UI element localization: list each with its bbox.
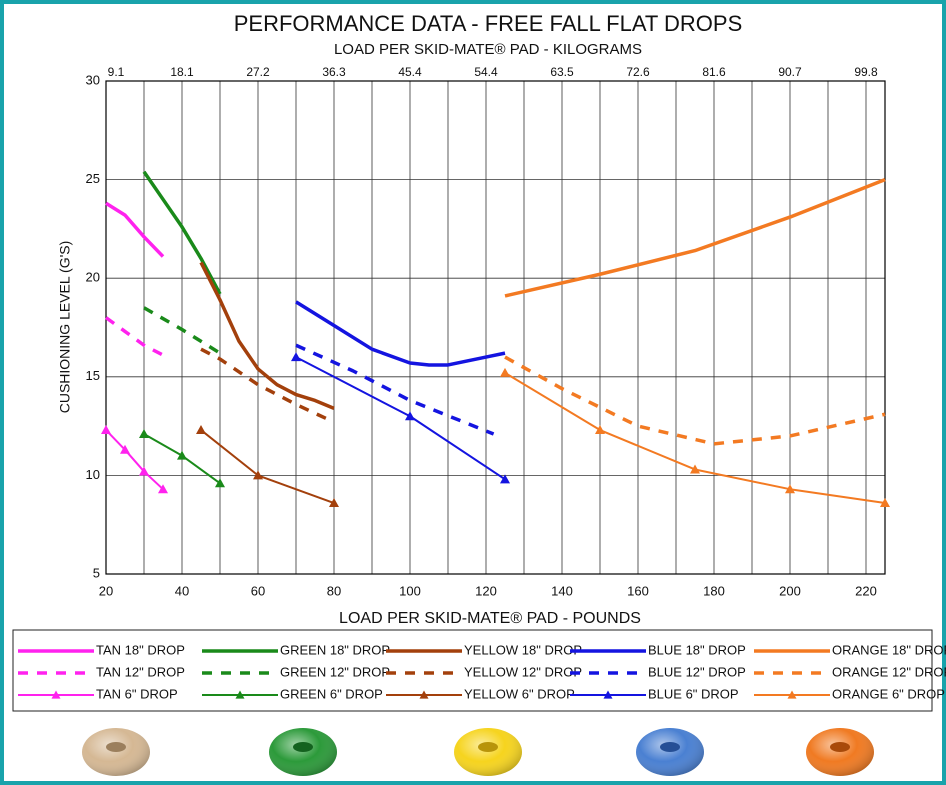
green-pad	[269, 728, 337, 776]
x-tick-label: 140	[551, 583, 573, 598]
legend-label: BLUE 6" DROP	[648, 686, 739, 701]
orange-pad	[806, 728, 874, 776]
blue-pad	[636, 728, 704, 776]
point-marker	[139, 429, 149, 438]
y-tick-label: 30	[86, 72, 100, 87]
legend-label: GREEN 12" DROP	[280, 664, 390, 679]
chart-title: PERFORMANCE DATA - FREE FALL FLAT DROPS	[234, 11, 743, 36]
x-tick-label: 20	[99, 583, 113, 598]
x2-tick-label: 54.4	[474, 65, 498, 79]
x2-axis-label: LOAD PER SKID-MATE® PAD - KILOGRAMS	[334, 41, 642, 58]
x2-tick-label: 27.2	[246, 65, 270, 79]
legend-label: ORANGE 12" DROP	[832, 664, 946, 679]
y-tick-label: 20	[86, 270, 100, 285]
x2-tick-label: 9.1	[108, 65, 125, 79]
y-tick-label: 15	[86, 368, 100, 383]
legend-label: BLUE 18" DROP	[648, 642, 746, 657]
tan-pad	[82, 728, 150, 776]
point-marker	[196, 425, 206, 434]
y-tick-label: 5	[93, 565, 100, 580]
legend-label: TAN 18" DROP	[96, 642, 185, 657]
point-marker	[405, 411, 415, 420]
legend-label: TAN 6" DROP	[96, 686, 178, 701]
product-images	[82, 728, 874, 776]
x2-tick-label: 81.6	[702, 65, 726, 79]
x2-tick-label: 36.3	[322, 65, 346, 79]
x-tick-label: 180	[703, 583, 725, 598]
y-tick-label: 25	[86, 171, 100, 186]
x2-tick-label: 99.8	[854, 65, 878, 79]
series-line	[296, 302, 505, 365]
legend-label: GREEN 6" DROP	[280, 686, 383, 701]
legend-label: ORANGE 18" DROP	[832, 642, 946, 657]
x-axis-label: LOAD PER SKID-MATE® PAD - POUNDS	[339, 610, 641, 627]
legend-label: TAN 12" DROP	[96, 664, 185, 679]
series-line	[106, 318, 163, 355]
legend-label: YELLOW 12" DROP	[464, 664, 582, 679]
point-marker	[500, 368, 510, 377]
y-tick-label: 10	[86, 467, 100, 482]
x-tick-label: 120	[475, 583, 497, 598]
legend-label: GREEN 18" DROP	[280, 642, 390, 657]
y-axis-label: CUSHIONING LEVEL (G'S)	[57, 241, 73, 414]
point-marker	[291, 352, 301, 361]
point-marker	[177, 451, 187, 460]
x-tick-label: 200	[779, 583, 801, 598]
x2-tick-label: 90.7	[778, 65, 802, 79]
series-line	[201, 262, 334, 408]
x-tick-label: 160	[627, 583, 649, 598]
series-line	[296, 357, 505, 479]
x2-tick-label: 72.6	[626, 65, 650, 79]
x-tick-label: 100	[399, 583, 421, 598]
x2-tick-label: 45.4	[398, 65, 422, 79]
x-tick-label: 220	[855, 583, 877, 598]
x-tick-label: 60	[251, 583, 265, 598]
legend-label: YELLOW 18" DROP	[464, 642, 582, 657]
yellow-pad	[454, 728, 522, 776]
legend-label: YELLOW 6" DROP	[464, 686, 575, 701]
series-line	[201, 349, 334, 422]
legend-label: ORANGE 6" DROP	[832, 686, 945, 701]
x2-tick-label: 18.1	[170, 65, 194, 79]
x-tick-label: 80	[327, 583, 341, 598]
point-marker	[595, 425, 605, 434]
series-line	[106, 203, 163, 256]
point-marker	[101, 425, 111, 434]
x2-tick-label: 63.5	[550, 65, 574, 79]
legend-label: BLUE 12" DROP	[648, 664, 746, 679]
x-tick-label: 40	[175, 583, 189, 598]
chart: PERFORMANCE DATA - FREE FALL FLAT DROPS …	[0, 0, 946, 785]
plot-frame	[106, 81, 885, 574]
series-line	[201, 430, 334, 503]
